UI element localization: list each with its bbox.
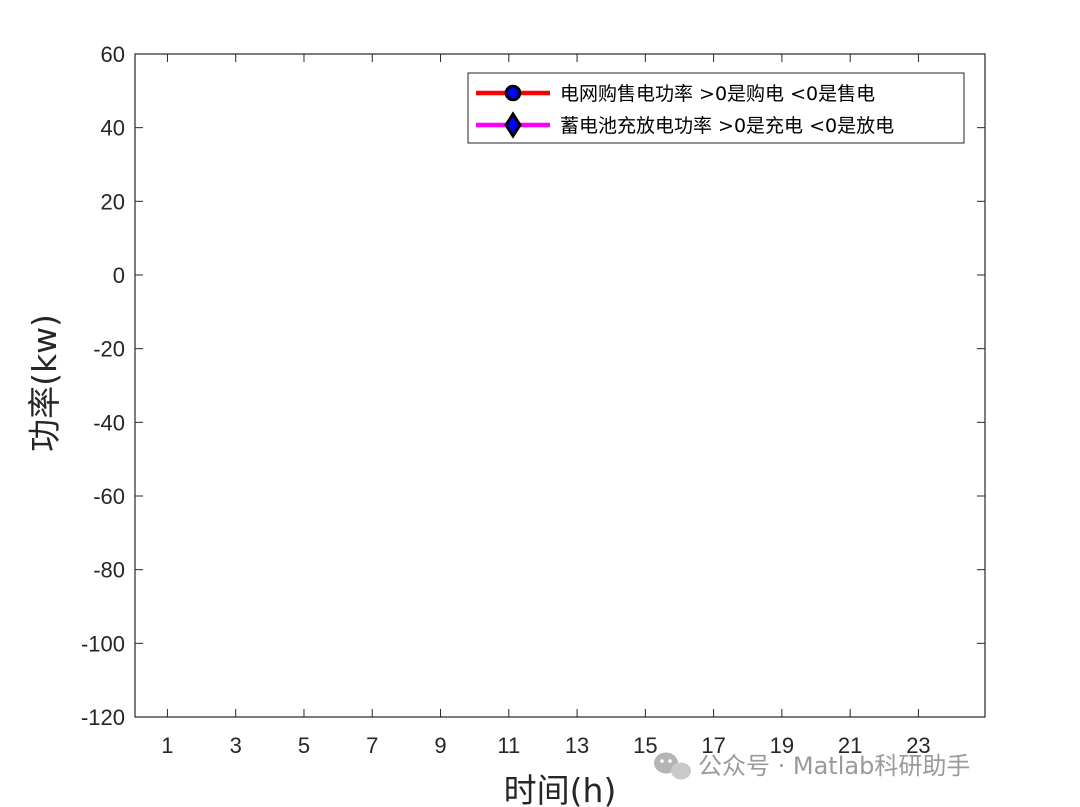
x-tick-label: 23: [906, 733, 930, 758]
y-tick-label: 20: [101, 189, 125, 214]
x-tick-label: 15: [633, 733, 657, 758]
x-tick-label: 5: [298, 733, 310, 758]
x-tick-label: 9: [434, 733, 446, 758]
y-tick-label: -120: [81, 705, 125, 730]
x-tick-label: 13: [565, 733, 589, 758]
legend-box: [467, 72, 965, 144]
x-tick-label: 17: [701, 733, 725, 758]
watermark: 公众号 · Matlab科研助手: [654, 752, 970, 780]
y-axis-title: 功率(kw): [25, 314, 64, 452]
legend-marker: [504, 111, 522, 139]
wechat-icon: [654, 752, 691, 780]
x-tick-label: 21: [838, 733, 862, 758]
y-tick-label: 0: [113, 263, 125, 288]
y-tick-label: -60: [93, 484, 125, 509]
y-tick-label: 40: [101, 116, 125, 141]
x-tick-label: 1: [161, 733, 173, 758]
x-tick-label: 7: [366, 733, 378, 758]
y-tick-label: -40: [93, 410, 125, 435]
y-tick-label: 60: [101, 42, 125, 67]
plot-box: [134, 53, 986, 718]
legend-label: 蓄电池充放电功率 >0是充电 <0是放电: [560, 115, 894, 137]
y-tick-label: -100: [81, 631, 125, 656]
legend-label: 电网购售电功率 >0是购电 <0是售电: [560, 83, 875, 105]
x-tick-label: 3: [230, 733, 242, 758]
x-axis-title: 时间(h): [504, 771, 617, 807]
x-tick-label: 19: [770, 733, 794, 758]
axes: 1 3 5 7 9 11 13 15 17 19 21 236040200-20-40-60-80-1…: [81, 42, 986, 758]
x-tick-label: 11: [497, 733, 520, 758]
y-tick-label: -80: [93, 558, 125, 583]
legend-marker: [504, 84, 522, 102]
y-tick-label: -20: [93, 337, 125, 362]
watermark-text: 公众号 · Matlab科研助手: [698, 752, 970, 780]
